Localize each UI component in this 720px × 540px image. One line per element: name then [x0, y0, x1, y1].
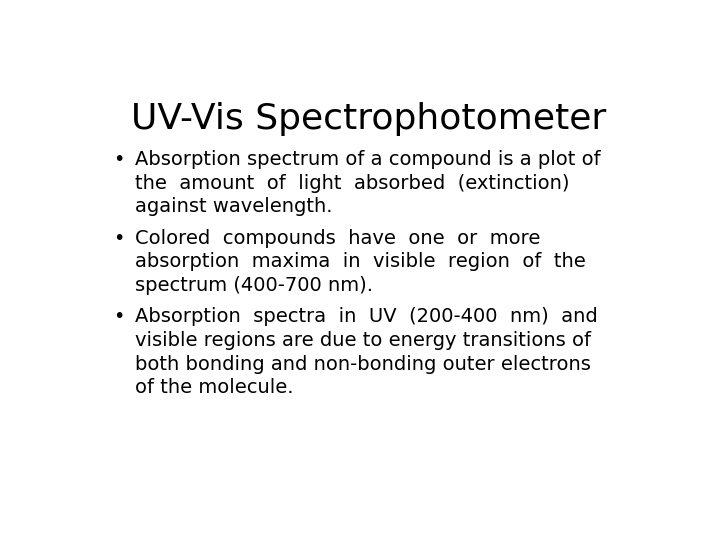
Text: of the molecule.: of the molecule.: [135, 379, 294, 397]
Text: •: •: [113, 150, 125, 169]
Text: absorption  maxima  in  visible  region  of  the: absorption maxima in visible region of t…: [135, 252, 585, 271]
Text: UV-Vis Spectrophotometer: UV-Vis Spectrophotometer: [131, 102, 607, 136]
Text: both bonding and non-bonding outer electrons: both bonding and non-bonding outer elect…: [135, 355, 591, 374]
Text: Absorption spectrum of a compound is a plot of: Absorption spectrum of a compound is a p…: [135, 150, 600, 169]
Text: the  amount  of  light  absorbed  (extinction): the amount of light absorbed (extinction…: [135, 174, 570, 193]
Text: Absorption  spectra  in  UV  (200-400  nm)  and: Absorption spectra in UV (200-400 nm) an…: [135, 307, 598, 326]
Text: against wavelength.: against wavelength.: [135, 198, 333, 217]
Text: spectrum (400-700 nm).: spectrum (400-700 nm).: [135, 276, 373, 295]
Text: visible regions are due to energy transitions of: visible regions are due to energy transi…: [135, 331, 591, 350]
Text: Colored  compounds  have  one  or  more: Colored compounds have one or more: [135, 228, 540, 248]
Text: •: •: [113, 307, 125, 326]
Text: •: •: [113, 228, 125, 248]
